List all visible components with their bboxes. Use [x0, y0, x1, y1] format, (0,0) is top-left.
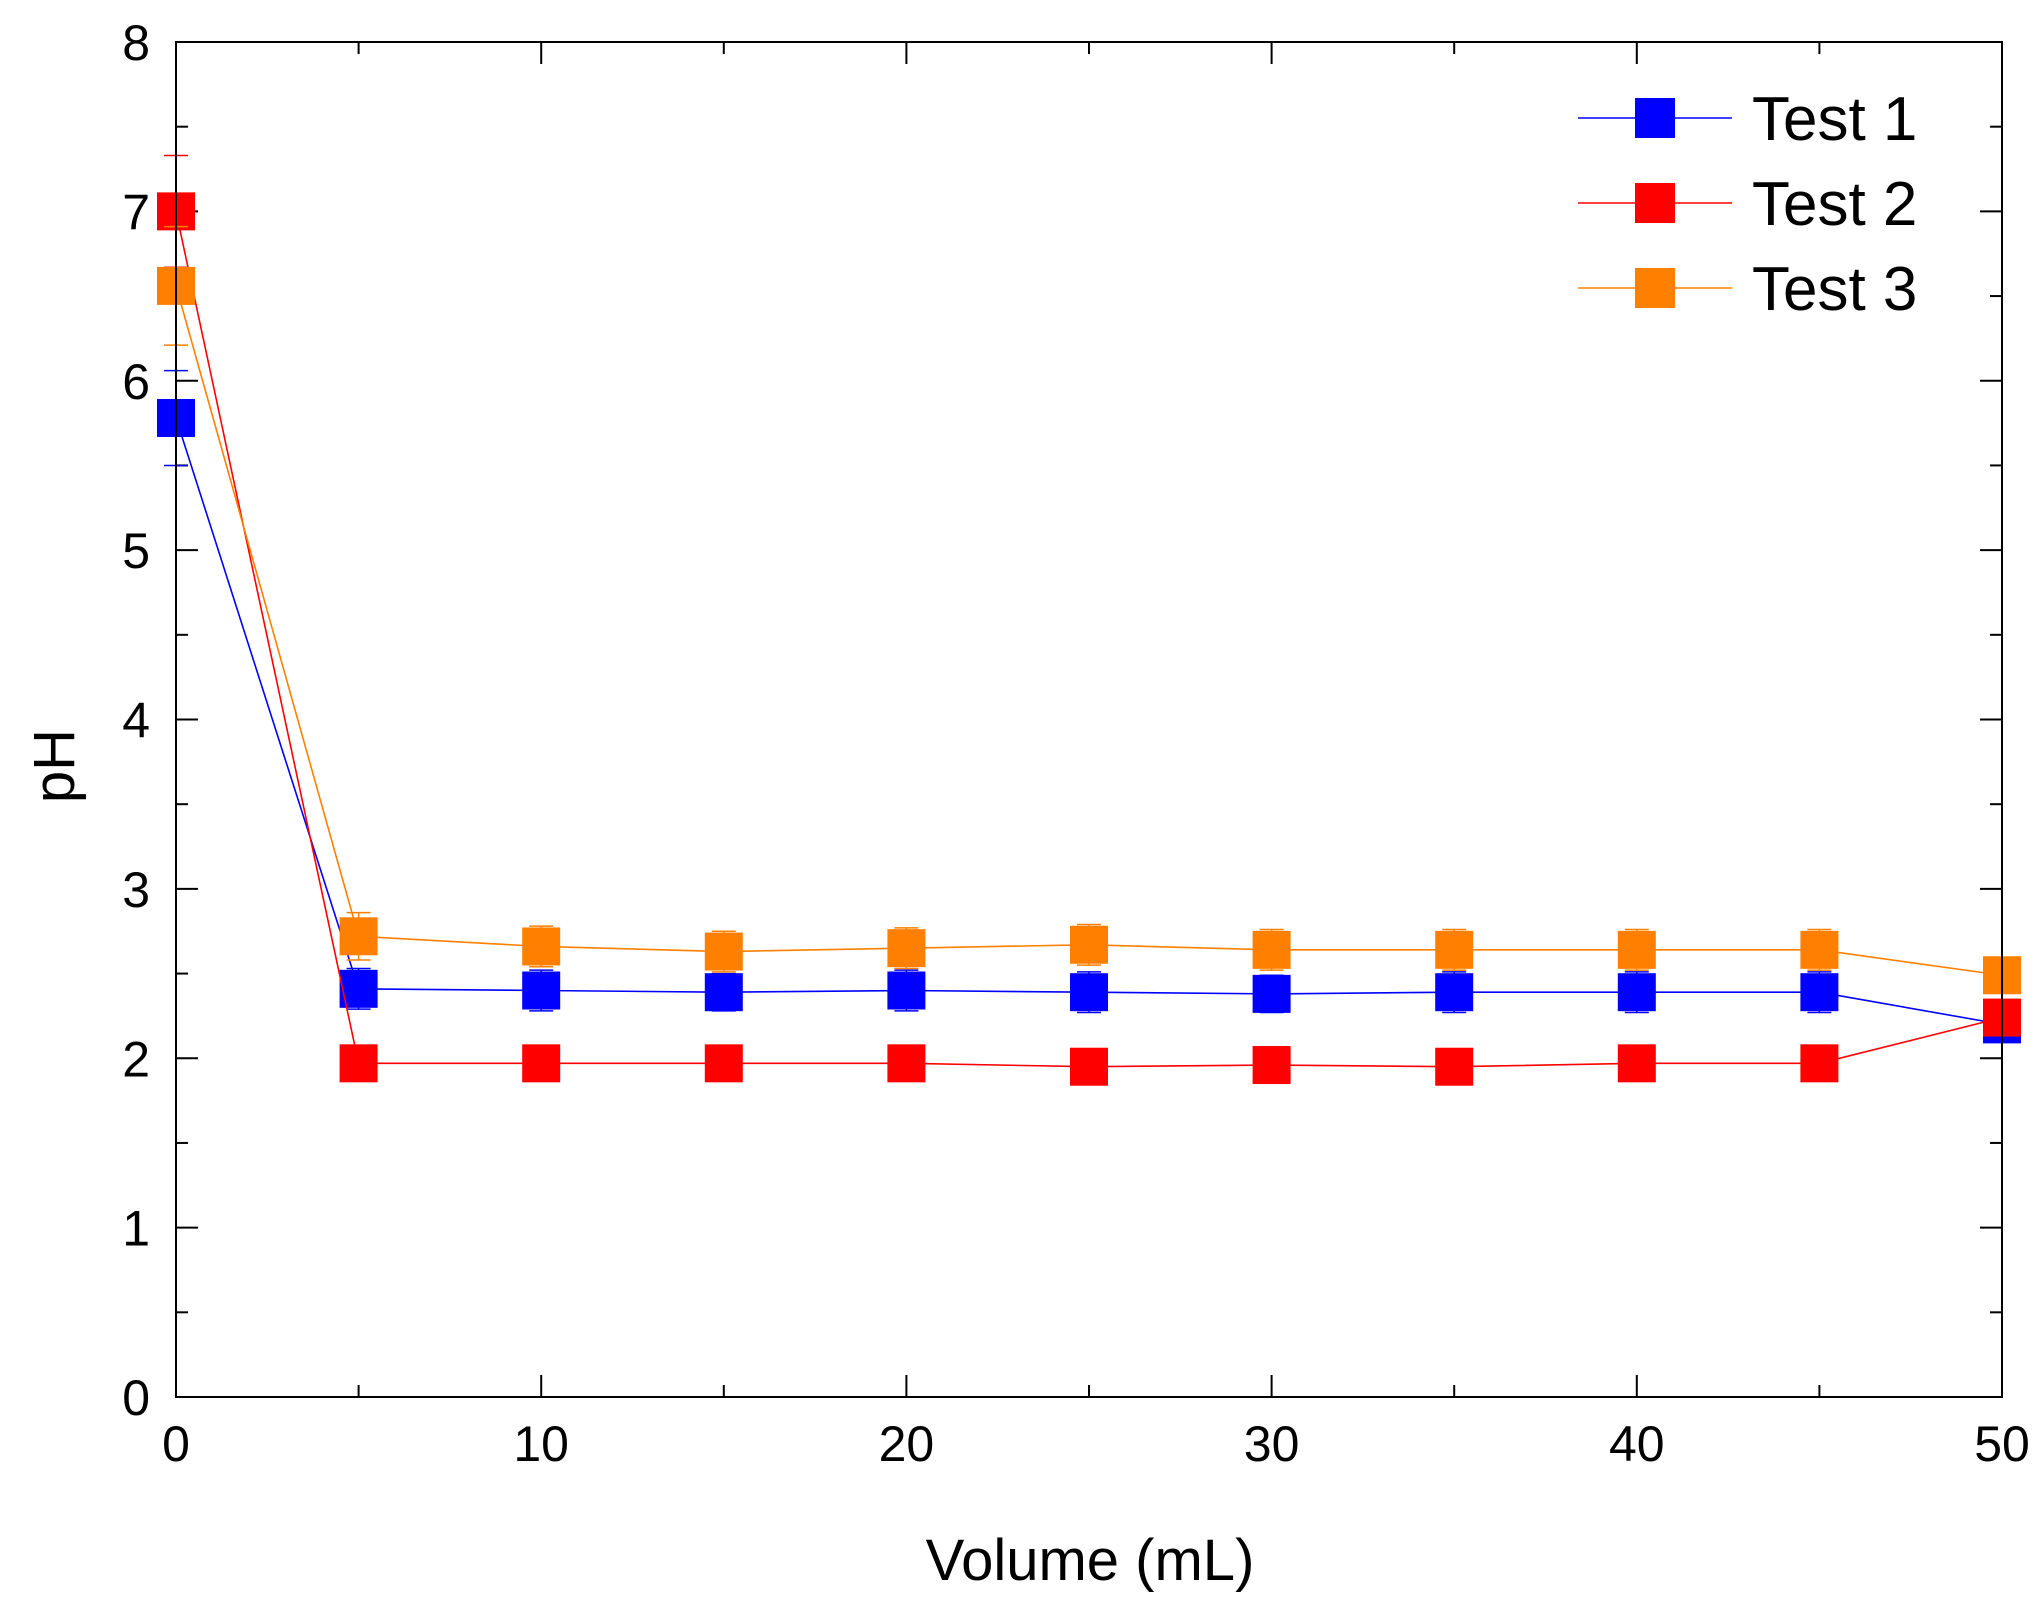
- y-tick-label: 3: [122, 862, 150, 918]
- y-tick-label: 5: [122, 523, 150, 579]
- data-point: [1070, 1047, 1108, 1086]
- data-point: [522, 1044, 561, 1083]
- x-tick-label: 0: [162, 1416, 190, 1472]
- data-point: [1435, 930, 1474, 969]
- legend-marker: [1635, 183, 1675, 223]
- data-point: [1800, 1044, 1839, 1083]
- data-point: [1070, 925, 1108, 964]
- data-point: [704, 1044, 743, 1083]
- data-point: [1070, 973, 1108, 1012]
- data-point: [1252, 930, 1291, 969]
- plot-frame: [175, 41, 2003, 1398]
- data-point: [1617, 973, 1656, 1012]
- legend-item: Test 1: [1578, 85, 1917, 154]
- y-tick-label: 4: [122, 693, 150, 749]
- x-tick-label: 10: [513, 1416, 569, 1472]
- data-point: [1252, 974, 1291, 1013]
- x-tick-label: 20: [879, 1416, 935, 1472]
- data-point: [1435, 1047, 1474, 1086]
- y-tick-label: 0: [122, 1370, 150, 1426]
- data-point: [339, 917, 378, 956]
- data-point: [522, 927, 561, 966]
- legend: Test 1 Test 2 Test 3: [1578, 85, 1917, 324]
- series-3: [157, 225, 2021, 995]
- x-tick-label: 40: [1609, 1416, 1665, 1472]
- data-point: [1617, 930, 1656, 969]
- legend-label: Test 3: [1752, 255, 1917, 324]
- legend-label: Test 1: [1752, 85, 1917, 154]
- legend-marker: [1635, 98, 1675, 138]
- y-tick-label: 1: [122, 1201, 150, 1257]
- series-2: [157, 154, 2021, 1086]
- data-point: [1800, 930, 1839, 969]
- tick-labels: 0 10 20 30 40 50 0 1 2 3 4 5 6 7 8: [122, 15, 2030, 1472]
- y-tick-label: 6: [122, 354, 150, 410]
- data-point: [1435, 973, 1474, 1012]
- data-point: [1800, 973, 1839, 1012]
- data-point: [887, 971, 926, 1010]
- legend-marker: [1635, 268, 1675, 308]
- data-point: [887, 1044, 926, 1083]
- data-point: [339, 1044, 378, 1083]
- legend-item: Test 3: [1578, 255, 1917, 324]
- legend-item: Test 2: [1578, 170, 1917, 239]
- data-point: [704, 932, 743, 971]
- series-layer: [157, 154, 2021, 1086]
- y-axis-title: pH: [22, 729, 87, 803]
- y-tick-label: 8: [122, 15, 150, 71]
- y-tick-label: 2: [122, 1031, 150, 1087]
- x-tick-label: 50: [1974, 1416, 2030, 1472]
- legend-label: Test 2: [1752, 170, 1917, 239]
- data-point: [522, 971, 561, 1010]
- data-point: [1252, 1046, 1291, 1085]
- x-axis-title: Volume (mL): [926, 1528, 1255, 1593]
- data-point: [704, 973, 743, 1012]
- data-point: [887, 929, 926, 968]
- x-tick-label: 30: [1244, 1416, 1300, 1472]
- data-point: [1617, 1044, 1656, 1083]
- y-tick-label: 7: [122, 184, 150, 240]
